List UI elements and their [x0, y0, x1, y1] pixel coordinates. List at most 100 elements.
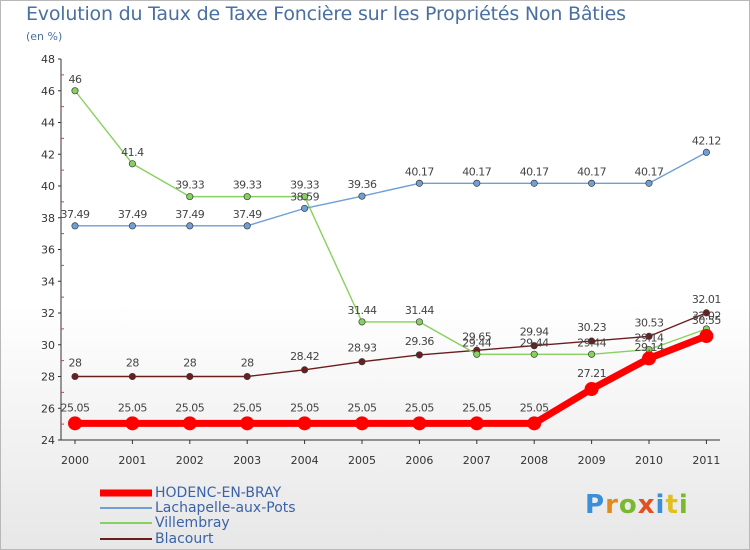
x-tick-label: 2006: [405, 454, 433, 467]
data-label: 40.17: [405, 165, 434, 178]
x-tick-label: 2010: [635, 454, 663, 467]
logo-letter: x: [637, 490, 656, 520]
data-label: 29.44: [520, 336, 549, 349]
data-label: 37.49: [175, 208, 204, 221]
x-tick-label: 2009: [578, 454, 606, 467]
y-tick-label: 46: [41, 85, 55, 98]
data-point: [301, 366, 309, 374]
proxiti-logo: Proxiti: [585, 490, 689, 520]
data-point: [527, 416, 542, 431]
data-point: [473, 350, 481, 358]
data-point: [243, 193, 251, 201]
data-label: 39.33: [233, 179, 262, 192]
y-tick-label: 24: [41, 434, 55, 447]
y-tick-label: 42: [41, 148, 55, 161]
data-point: [182, 416, 197, 431]
data-label: 28: [69, 357, 82, 370]
series-line-0: [75, 332, 708, 427]
y-tick-label: 44: [41, 117, 55, 130]
data-label: 41.4: [121, 146, 144, 159]
data-label: 28.93: [348, 342, 377, 355]
data-point: [412, 416, 427, 431]
data-label: 28.42: [290, 350, 319, 363]
data-point: [702, 148, 710, 156]
data-point: [645, 332, 653, 340]
y-tick-label: 34: [41, 275, 55, 288]
data-label: 29.65: [462, 330, 491, 343]
logo-letter: r: [605, 490, 619, 520]
data-point: [699, 329, 714, 344]
data-point: [588, 179, 596, 187]
data-label: 28: [241, 357, 254, 370]
data-label: 25.05: [118, 401, 147, 414]
data-label: 28: [126, 357, 139, 370]
data-label: 25.05: [175, 401, 204, 414]
data-label: 25.05: [61, 401, 90, 414]
data-point: [243, 222, 251, 230]
x-tick-label: 2011: [692, 454, 720, 467]
data-label: 29.94: [520, 326, 549, 339]
series-line-2: [74, 90, 707, 355]
data-point: [645, 179, 653, 187]
chart-subtitle: (en %): [26, 30, 63, 43]
data-label: 30.55: [692, 314, 721, 327]
data-label: 31.44: [405, 304, 434, 317]
x-tick-label: 2004: [291, 454, 319, 467]
data-point: [301, 193, 309, 201]
logo-letter: t: [665, 490, 679, 520]
data-label: 29.44: [577, 336, 606, 349]
data-point: [358, 318, 366, 326]
y-tick-label: 30: [41, 339, 55, 352]
data-point: [301, 204, 309, 212]
series-line-3: [75, 312, 707, 378]
data-point: [186, 372, 194, 381]
data-label: 40.17: [577, 165, 606, 178]
data-label: 32.02: [692, 309, 721, 322]
data-point: [128, 222, 136, 230]
y-tick-label: 48: [41, 53, 55, 66]
x-tick-label: 2008: [520, 454, 548, 467]
data-point: [530, 179, 538, 187]
data-label: 25.05: [290, 401, 319, 414]
data-point: [642, 351, 656, 366]
y-tick-label: 32: [41, 307, 55, 320]
data-label: 29.36: [405, 335, 434, 348]
data-point: [240, 416, 255, 431]
y-tick-label: 28: [41, 371, 55, 384]
data-point: [530, 350, 538, 358]
data-label: 30.23: [577, 321, 606, 334]
data-point: [473, 179, 481, 187]
x-tick-label: 2002: [176, 454, 204, 467]
logo-letter: o: [618, 490, 638, 520]
data-label: 25.05: [233, 401, 262, 414]
logo-letter: i: [655, 490, 666, 520]
data-point: [358, 192, 366, 200]
data-label: 29.14: [635, 341, 664, 354]
legend-label-blacourt: Blacourt: [155, 531, 214, 547]
data-point: [186, 222, 194, 230]
data-label: 40.17: [520, 165, 549, 178]
data-point: [186, 193, 194, 201]
data-label: 46: [69, 73, 82, 86]
data-label: 39.33: [175, 179, 204, 192]
x-tick-label: 2003: [233, 454, 261, 467]
data-point: [588, 337, 596, 345]
data-point: [128, 160, 136, 168]
logo-letter: i: [678, 490, 689, 520]
logo-letter: P: [585, 490, 606, 520]
chart-title: Evolution du Taux de Taxe Foncière sur l…: [26, 3, 626, 25]
data-point: [297, 416, 312, 431]
x-tick-label: 2005: [348, 454, 376, 467]
data-label: 38.59: [290, 190, 319, 203]
data-label: 25.05: [405, 401, 434, 414]
y-tick-label: 40: [41, 180, 55, 193]
data-point: [68, 416, 82, 431]
data-point: [415, 351, 423, 359]
data-label: 42.12: [692, 134, 721, 147]
data-label: 37.49: [61, 208, 90, 221]
data-label: 27.21: [577, 367, 606, 380]
data-label: 37.49: [233, 208, 262, 221]
data-label: 40.17: [462, 165, 491, 178]
data-label: 25.05: [462, 401, 491, 414]
